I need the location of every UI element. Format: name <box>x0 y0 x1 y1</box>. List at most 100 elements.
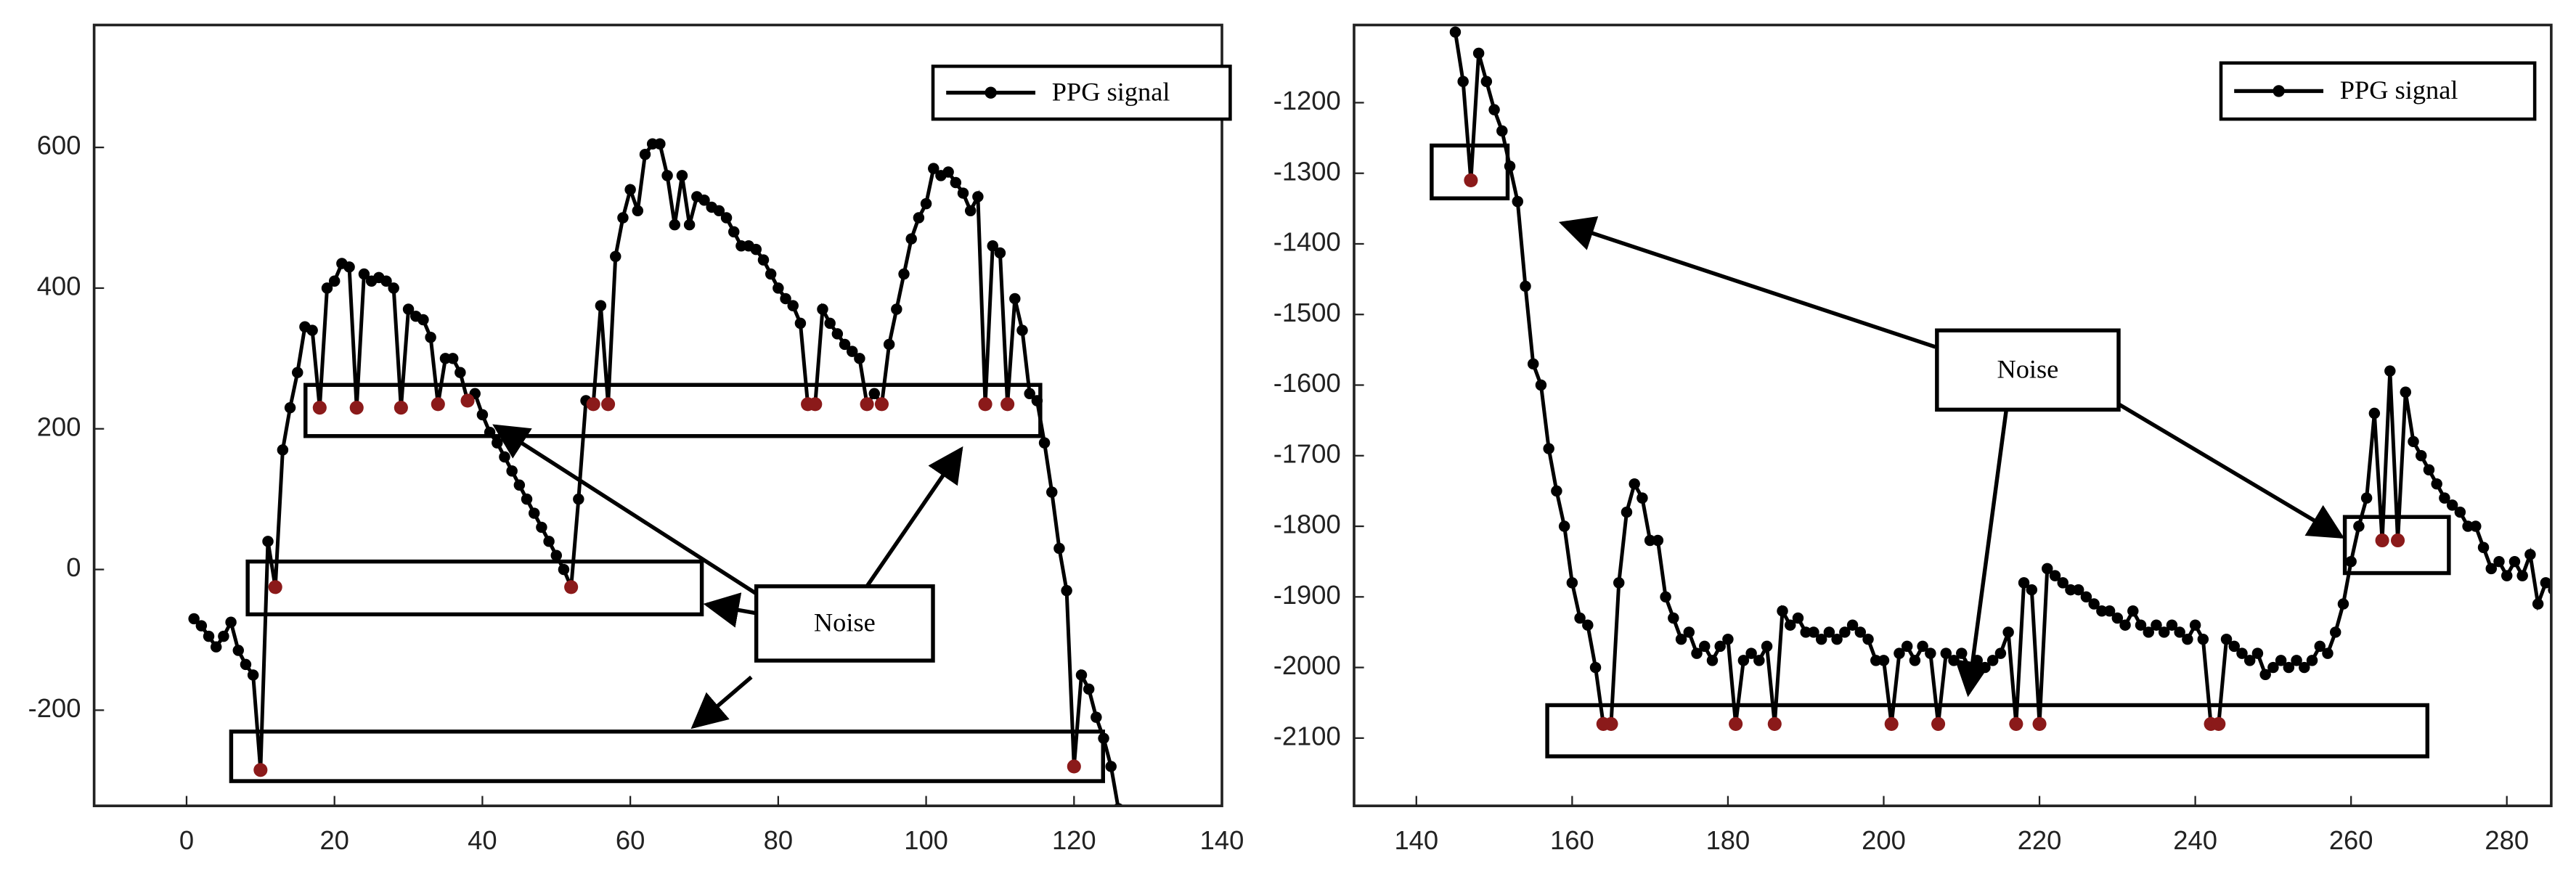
signal-point <box>1699 640 1711 653</box>
noise-point <box>601 397 616 412</box>
signal-point <box>1722 633 1734 645</box>
signal-point <box>2329 626 2341 638</box>
noise-point <box>1767 716 1782 731</box>
signal-point <box>1675 633 1687 645</box>
legend-label: PPG signal <box>2340 75 2458 105</box>
signal-point <box>1846 619 1859 631</box>
annotation-arrow <box>492 424 765 600</box>
noise-point <box>586 397 600 412</box>
signal-point <box>1046 486 1058 498</box>
signal-point <box>942 166 954 178</box>
signal-point <box>2299 661 2310 674</box>
signal-point <box>2501 570 2513 581</box>
noise-point <box>978 397 993 412</box>
signal-point <box>1488 104 1500 115</box>
signal-point <box>654 138 666 150</box>
signal-point <box>2540 577 2551 589</box>
x-tick-label: 160 <box>1550 825 1594 855</box>
signal-point <box>1870 655 1882 666</box>
noise-point <box>312 401 327 415</box>
signal-point <box>1613 577 1625 589</box>
noise-point <box>1931 716 1946 731</box>
signal-point <box>2485 563 2498 575</box>
signal-point <box>225 616 237 629</box>
annotation-box <box>754 584 935 663</box>
x-tick-label: 180 <box>1706 825 1750 855</box>
signal-point <box>1823 626 1835 638</box>
plot-background <box>1353 25 2551 806</box>
signal-point <box>2322 647 2334 659</box>
signal-point <box>1644 534 1656 547</box>
signal-point <box>1753 655 1765 666</box>
signal-point <box>284 401 296 414</box>
signal-point <box>1894 647 1905 659</box>
noise-box <box>2342 515 2451 576</box>
noise-point <box>394 401 408 415</box>
noise-box <box>229 729 1106 783</box>
signal-point <box>2431 478 2442 490</box>
y-tick-label: -200 <box>28 693 81 723</box>
signal-point <box>1527 358 1539 370</box>
signal-point <box>2275 655 2287 666</box>
signal-point <box>306 324 318 336</box>
legend-marker <box>2273 85 2285 97</box>
signal-point <box>898 268 910 280</box>
signal-point <box>1683 626 1695 638</box>
signal-point <box>2151 619 2162 631</box>
signal-point <box>321 282 333 294</box>
signal-point <box>2166 619 2178 631</box>
noise-point <box>2009 716 2023 731</box>
signal-point <box>1854 626 1867 638</box>
signal-point <box>2470 520 2482 532</box>
x-tick-label: 260 <box>2329 825 2373 855</box>
signal-point <box>883 338 895 351</box>
signal-point <box>2143 626 2154 638</box>
signal-point <box>1745 647 1757 659</box>
signal-point <box>2291 655 2302 666</box>
signal-point <box>1091 711 1102 723</box>
signal-point <box>2384 365 2396 377</box>
signal-point <box>854 353 865 364</box>
signal-point <box>1543 443 1554 454</box>
signal-point <box>839 338 851 351</box>
annotation-arrow <box>690 675 753 729</box>
signal-point <box>1472 47 1485 60</box>
signal-point <box>2548 584 2551 595</box>
signal-point <box>2135 619 2147 631</box>
signal-point <box>2065 584 2076 596</box>
x-tick-label: 240 <box>2173 825 2217 855</box>
noise-point <box>349 401 364 415</box>
signal-point <box>2408 436 2419 448</box>
signal-point <box>1785 619 1796 631</box>
y-tick-label: -1700 <box>1273 438 1341 468</box>
x-tick-label: 220 <box>2018 825 2062 855</box>
signal-point <box>1917 640 1928 653</box>
signal-point <box>1449 26 1462 38</box>
signal-point <box>2057 577 2068 589</box>
annotation-arrow <box>1558 216 1936 349</box>
signal-point <box>1558 520 1570 532</box>
signal-point <box>639 149 651 160</box>
legend-label: PPG signal <box>1052 77 1170 106</box>
signal-point <box>1629 478 1640 490</box>
signal-point <box>713 205 725 217</box>
signal-point <box>1815 633 1827 645</box>
signal-point <box>1637 492 1648 504</box>
signal-point <box>1761 640 1773 653</box>
signal-point <box>595 300 607 311</box>
signal-point <box>1520 280 1531 293</box>
signal-point <box>1792 612 1804 624</box>
signal-point <box>425 332 436 343</box>
annotation-arrow <box>1955 409 2009 698</box>
signal-point <box>2454 506 2466 518</box>
y-tick-label: -1500 <box>1273 298 1341 327</box>
y-tick-label: -1900 <box>1273 580 1341 610</box>
signal-point <box>698 195 710 206</box>
signal-point <box>1862 633 1874 645</box>
signal-point <box>610 250 621 263</box>
signal-point <box>1496 125 1508 137</box>
signal-point <box>2018 577 2030 589</box>
y-tick-label: 0 <box>66 552 81 582</box>
signal-point <box>240 658 252 671</box>
y-tick-label: -2100 <box>1273 721 1341 751</box>
